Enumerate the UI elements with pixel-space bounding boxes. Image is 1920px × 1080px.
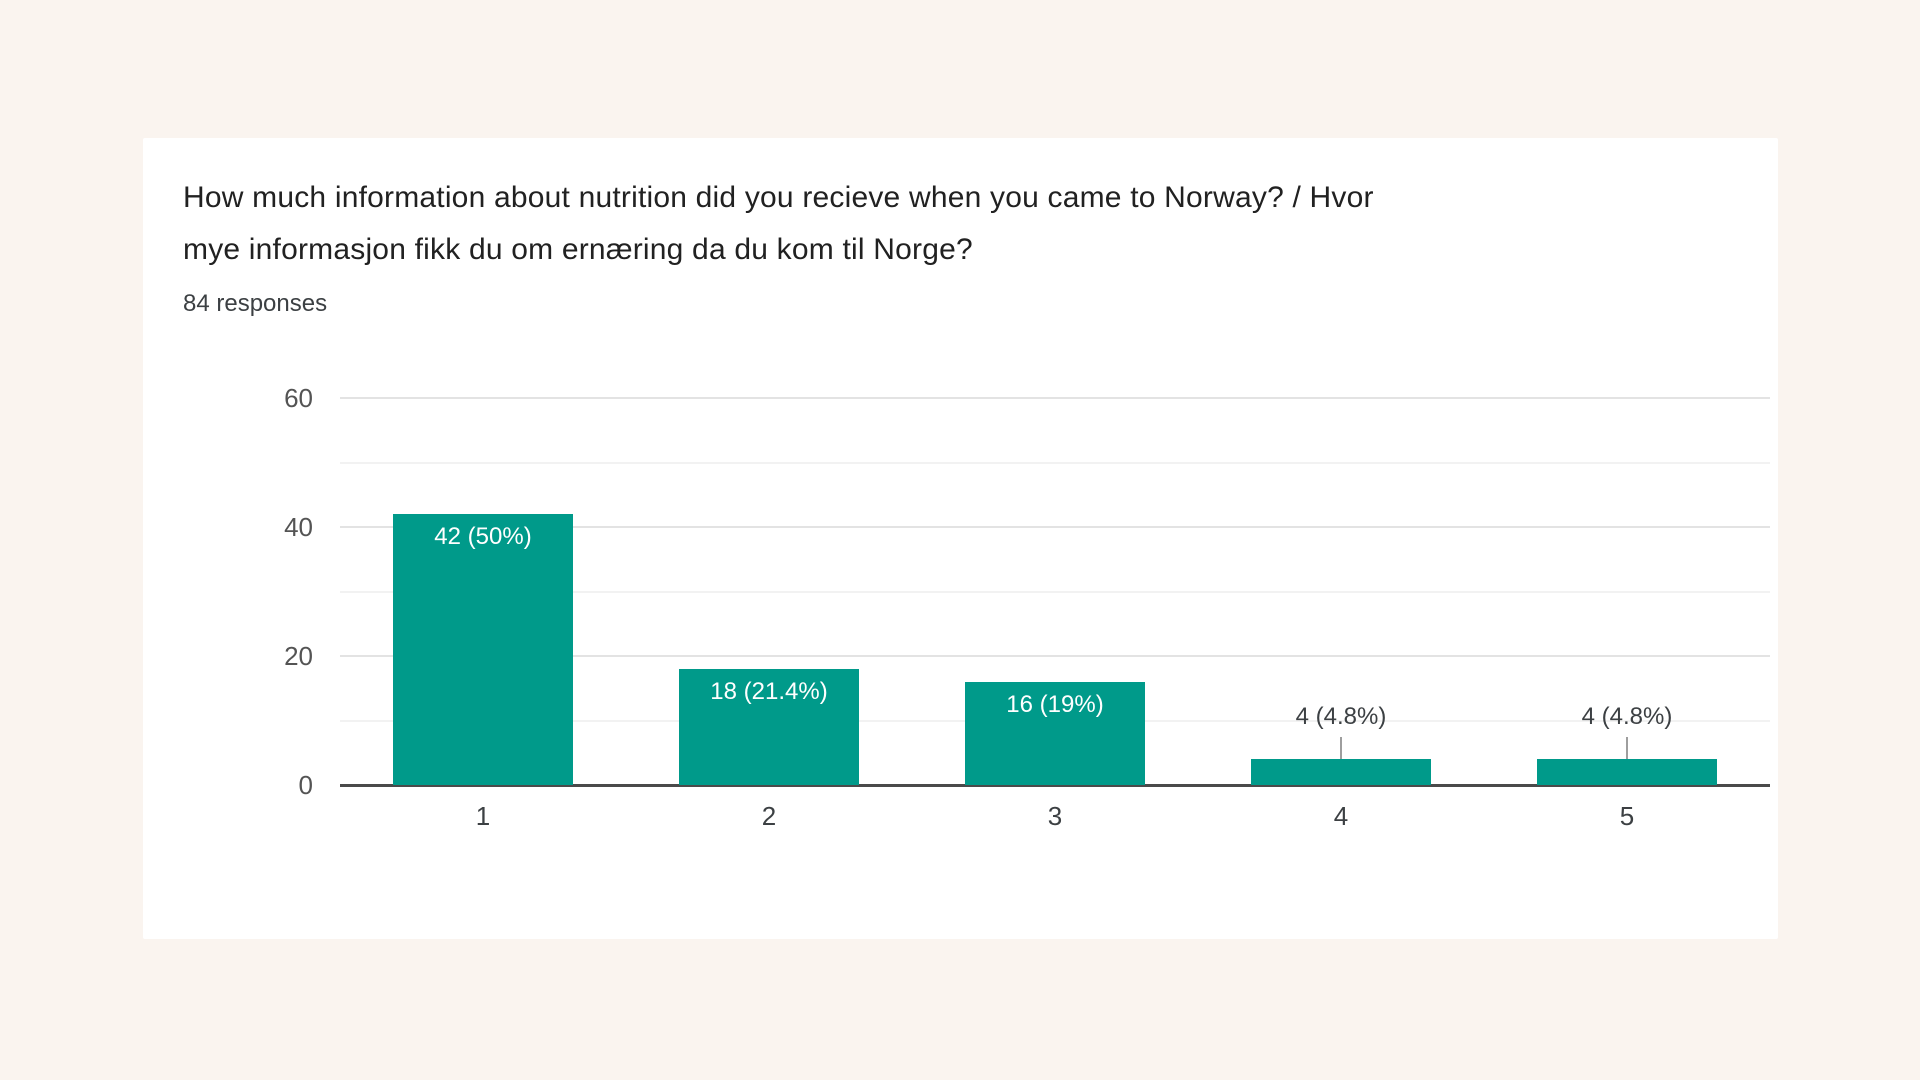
bar-slot-2: 18 (21.4%) [626, 398, 912, 785]
x-tick-label-5: 5 [1619, 801, 1635, 831]
y-axis: 0 20 40 60 [143, 383, 313, 800]
y-tick-label-60: 60 [284, 383, 313, 413]
leader-line-4 [1340, 737, 1342, 760]
bar-value-label-1: 42 (50%) [434, 523, 532, 551]
leader-line-5 [1626, 737, 1628, 760]
question-title-line-2: mye informasjon fikk du om ernæring da d… [183, 233, 973, 266]
x-tick-label-1: 1 [475, 801, 491, 831]
gridline-major-40 [340, 526, 1770, 528]
bar-value-label-3: 16 (19%) [1006, 690, 1104, 718]
x-axis-line [340, 784, 1770, 787]
bar-1: 42 (50%) [393, 514, 573, 785]
y-tick-label-40: 40 [284, 512, 313, 542]
bar-slot-1: 42 (50%) [340, 398, 626, 785]
question-title: How much information about nutrition did… [183, 172, 1374, 276]
bar-3: 16 (19%) [965, 681, 1145, 785]
gridline-minor-50 [340, 461, 1770, 464]
bar-value-label-4: 4 (4.8%) [1295, 703, 1387, 731]
plot-area: 42 (50%) 18 (21.4%) 16 (19%) 4 (4.8%) 4 (4.8… [340, 397, 1770, 787]
bar-value-label-2: 18 (21.4%) [710, 677, 828, 705]
x-tick-label-3: 3 [1047, 801, 1063, 831]
bar-2: 18 (21.4%) [679, 668, 859, 785]
gridline-major-60 [340, 397, 1770, 399]
x-tick-label-4: 4 [1333, 801, 1349, 831]
question-title-line-1: How much information about nutrition did… [183, 181, 1374, 214]
y-tick-label-20: 20 [284, 641, 313, 671]
bar-5 [1537, 759, 1717, 785]
bar-slot-3: 16 (19%) [912, 398, 1198, 785]
y-tick-label-0: 0 [298, 770, 313, 800]
x-tick-label-2: 2 [761, 801, 777, 831]
x-axis: 1 2 3 4 5 [340, 801, 1770, 841]
responses-count: 84 responses [183, 290, 328, 317]
question-response-card: How much information about nutrition did… [143, 138, 1778, 939]
gridline-minor-30 [340, 590, 1770, 593]
bar-slot-5: 4 (4.8%) [1484, 398, 1770, 785]
bar-4 [1251, 759, 1431, 785]
gridline-major-20 [340, 655, 1770, 657]
bar-value-label-5: 4 (4.8%) [1581, 703, 1673, 731]
bar-slot-4: 4 (4.8%) [1198, 398, 1484, 785]
